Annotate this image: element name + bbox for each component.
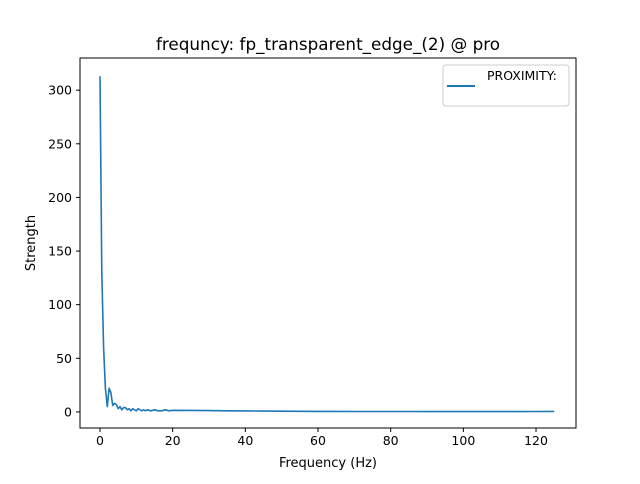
x-axis-label: Frequency (Hz)	[279, 456, 377, 471]
y-tick-label: 150	[48, 244, 72, 259]
x-tick-label: 20	[165, 433, 181, 448]
x-axis-ticks: 0 20 40 60 80 100 120	[96, 428, 548, 448]
y-tick-label: 250	[48, 136, 72, 151]
y-tick-label: 50	[56, 351, 72, 366]
x-tick-label: 40	[237, 433, 253, 448]
y-tick-label: 0	[64, 404, 72, 419]
plot-area	[79, 57, 577, 429]
y-axis-label: Strength	[24, 215, 39, 271]
plot-frame	[79, 57, 577, 429]
legend-label-proximity: PROXIMITY:	[487, 68, 557, 83]
y-tick-label: 200	[48, 190, 72, 205]
chart-title: frequncy: fp_transparent_edge_(2) @ pro	[156, 34, 500, 55]
y-tick-label: 100	[48, 297, 72, 312]
x-tick-label: 60	[310, 433, 326, 448]
x-tick-label: 120	[524, 433, 548, 448]
x-tick-label: 0	[96, 433, 104, 448]
y-tick-label: 300	[48, 83, 72, 98]
y-axis-ticks: 0 50 100 150 200 250 300	[48, 83, 80, 419]
legend: PROXIMITY:	[442, 64, 570, 107]
x-tick-label: 100	[451, 433, 475, 448]
legend-box	[442, 64, 570, 107]
series-layer	[99, 76, 555, 413]
x-tick-label: 80	[383, 433, 399, 448]
series-line-0	[99, 76, 555, 413]
